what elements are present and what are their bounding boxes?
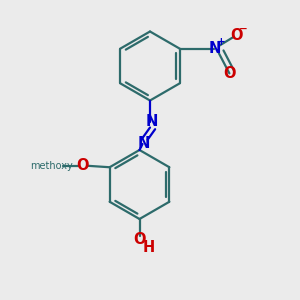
Text: N: N xyxy=(145,114,158,129)
Text: N: N xyxy=(138,136,150,152)
Text: N: N xyxy=(208,41,220,56)
Text: O: O xyxy=(231,28,243,43)
Text: methoxy: methoxy xyxy=(30,161,73,171)
Text: H: H xyxy=(142,240,154,255)
Text: O: O xyxy=(76,158,89,173)
Text: −: − xyxy=(239,24,248,34)
Text: O: O xyxy=(133,232,146,247)
Text: +: + xyxy=(217,37,225,47)
Text: O: O xyxy=(223,66,236,81)
